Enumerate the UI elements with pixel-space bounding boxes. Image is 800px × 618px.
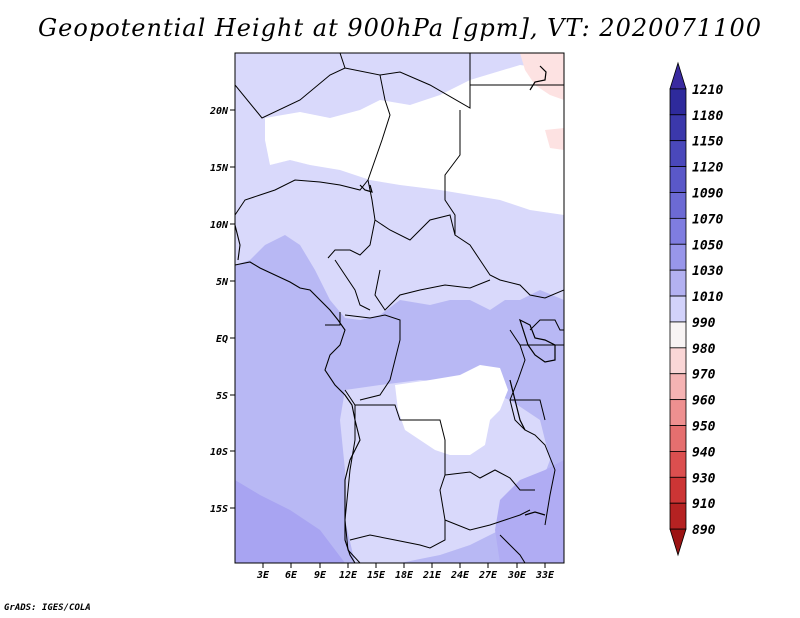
lat-axis: 20N 15N 10N 5N EQ 5S 10S 15S	[209, 106, 235, 515]
lon-label: 12E	[339, 570, 358, 581]
colorbar-level-label: 1120	[692, 161, 723, 176]
grads-credit: GrADS: IGES/COLA	[4, 603, 91, 613]
colorbar-level-label: 980	[692, 342, 716, 357]
field-1050-1070-sw	[235, 480, 345, 563]
colorbar-segment	[669, 502, 687, 530]
colorbar-segment	[669, 451, 687, 478]
lat-label: 5S	[216, 391, 228, 402]
lon-label: 21E	[422, 570, 442, 581]
colorbar-level-label: 960	[692, 394, 716, 409]
colorbar-level-label: 990	[692, 316, 716, 331]
colorbar-level-label: 940	[692, 445, 716, 460]
lon-label: 9E	[314, 570, 327, 581]
colorbar-segment	[669, 269, 687, 297]
plot-frame	[234, 52, 565, 564]
lon-axis: 3E 6E 9E 12E 15E 18E 21E 24E 27E 30E 33E	[256, 563, 555, 581]
field-980-990-corner	[520, 53, 564, 100]
colorbar-segment	[669, 347, 687, 375]
lon-label: 3E	[256, 570, 270, 581]
field-990-1010-center	[395, 365, 508, 455]
field-990-1010-north	[265, 65, 564, 215]
colorbar-segment	[669, 425, 687, 452]
lon-label: 15E	[367, 570, 386, 581]
colorbar-segment	[669, 61, 687, 90]
colorbar-segment	[669, 140, 687, 167]
colorbar-level-label: 1030	[692, 264, 723, 279]
colorbar-level-label: 1180	[692, 109, 723, 124]
lon-label: 6E	[285, 570, 298, 581]
colorbar: 1210 1180 1150 1120 1090 1070 1050 1030 1010 990 9…	[669, 61, 723, 557]
colorbar-segment	[669, 321, 687, 349]
colorbar-segment	[669, 192, 687, 219]
colorbar-segment	[669, 528, 687, 557]
colorbar-segment	[669, 476, 687, 504]
lat-label: 10S	[210, 447, 228, 458]
colorbar-level-label: 950	[692, 420, 716, 435]
colorbar-level-label: 1150	[692, 135, 723, 150]
lat-label: 15N	[210, 163, 229, 174]
lakes	[359, 65, 556, 516]
colorbar-segment	[669, 114, 687, 142]
lon-label: 27E	[478, 570, 498, 581]
colorbar-segment	[669, 243, 687, 271]
colorbar-level-label: 930	[692, 471, 716, 486]
lat-label: 20N	[209, 106, 229, 117]
colorbar-level-label: 1050	[692, 238, 723, 253]
map-plot	[235, 53, 564, 563]
lon-label: 33E	[535, 570, 555, 581]
colorbar-level-label: 890	[692, 523, 716, 538]
lon-label: 24E	[450, 570, 470, 581]
colorbar-level-label: 1090	[692, 186, 723, 201]
colorbar-segment	[669, 88, 687, 116]
colorbar-level-label: 910	[692, 497, 716, 512]
lon-label: 18E	[395, 570, 414, 581]
colorbar-segment	[669, 373, 687, 401]
colorbar-segment	[669, 295, 687, 323]
colorbar-segment	[669, 217, 687, 245]
colorbar-level-label: 1010	[692, 290, 723, 305]
field-1050-1070-se	[495, 460, 564, 563]
colorbar-segment	[669, 166, 687, 193]
coastline	[235, 224, 361, 563]
colorbar-segment	[669, 399, 687, 426]
lat-label: EQ	[216, 334, 228, 345]
chart-title: Geopotential Height at 900hPa [gpm], VT:…	[38, 14, 762, 42]
lat-label: 5N	[216, 277, 229, 288]
lat-label: 15S	[210, 504, 228, 515]
lon-label: 30E	[507, 570, 527, 581]
colorbar-level-label: 970	[692, 368, 716, 383]
colorbar-level-label: 1070	[692, 212, 723, 227]
field-980-990-patch	[545, 128, 564, 150]
lat-label: 10N	[210, 220, 229, 231]
colorbar-level-label: 1210	[692, 83, 723, 98]
